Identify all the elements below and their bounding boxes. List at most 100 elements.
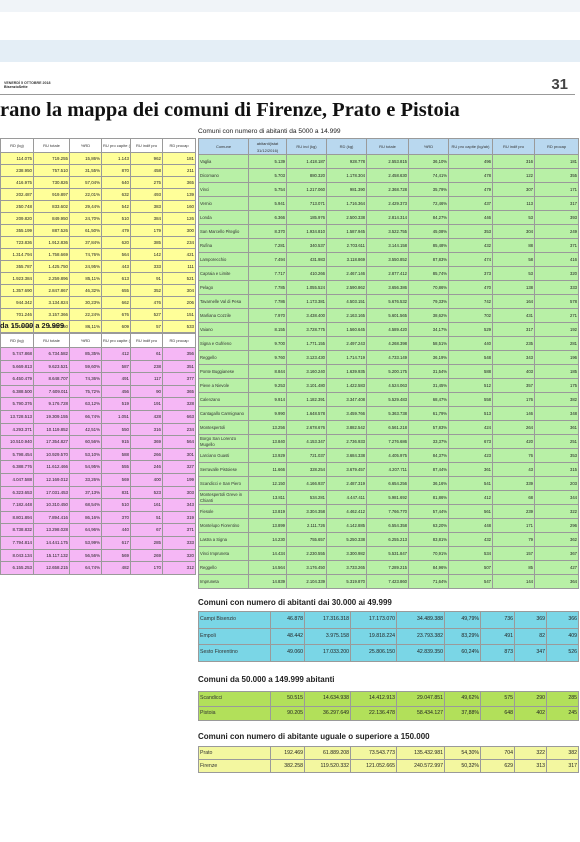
table-cell: 144 [492,574,535,589]
header-cell: RD (kg) [0,333,34,348]
table-cell: 423 [448,448,493,463]
header-cell: RU indif pro [130,333,163,348]
table-cell: 588 [101,447,131,462]
table-cell: 353 [448,224,493,239]
table-cell: 5.250.338 [326,532,367,547]
comune-name-cell: Calenzano [198,392,249,407]
table-cell: 85,11% [69,272,102,285]
table-cell: 285 [130,535,163,550]
table-cell: 5.319.870 [326,574,367,589]
table-cell: 79 [492,532,535,547]
table-cell: 46,32% [69,284,102,297]
table-cell: 31,54% [408,364,449,379]
table-cell: 385 [130,236,163,249]
table-row: Ponte Buggianese 8.844 3.160.240 1.639.935 5… [198,364,579,379]
table-cell: 523 [130,485,163,500]
table-cell: 7.766.770 [366,504,409,519]
table-cell: 507 [448,560,493,575]
table-cell: 519 [101,397,131,411]
table-cell: 1.912.836 [33,236,70,249]
table-cell: 61 [130,347,163,361]
table-cell: 2.814.314 [366,210,409,225]
table-cell: 491 [101,372,131,386]
table-cell: 238 [130,359,163,374]
table-cell: 365 [162,176,196,189]
table-cell: 17.033.200 [304,644,351,662]
table-cell: 3.123.430 [286,350,327,365]
table-cell: 3.160.240 [286,364,327,379]
table-cell: 555 [101,460,131,474]
table-row: 6.388.776 11.612.466 54,95% 555 246 327 [0,460,196,474]
table-row: 202.487 919.897 22,01% 632 493 139 [0,188,196,201]
table-cell: 1.639.935 [326,364,367,379]
table-cell: 673 [448,434,493,449]
table-cell: 6.450.479 [0,372,34,386]
table-cell: 4.405.975 [366,448,409,463]
table-cell: 12.150 [248,476,287,491]
header-cell: %RD [408,138,449,155]
table-cell: 1.990.350 [33,320,70,333]
table-cell: 42.839.350 [396,644,445,662]
table-cell: 632 [101,188,131,201]
table-cell: 1.314.794 [0,248,34,261]
table-cell: 491 [480,627,515,645]
table-cell: 85,74% [408,266,449,281]
table-row: Larciano Guasti 13.929 721.037 3.684.338 4.4… [198,448,579,463]
comune-name-cell: Firenze [198,759,271,773]
table-row: Pelago 7.785 1.055.524 2.590.862 3.656.386 70… [198,280,579,295]
table-cell: 412 [101,347,131,361]
table-cell: 702 [448,308,493,323]
comune-name-cell: Scandicci [198,691,271,707]
table-cell: 13.811 [248,490,287,505]
table-cell: 569 [101,472,131,487]
table-cell: 440 [101,523,131,537]
table-header-row: Comune abitanti(istat 31/12/2016) RU ind (… [198,138,579,155]
table-cell: 34.489.388 [396,611,445,629]
table-cell: 64,96% [69,523,102,537]
comune-name-cell: Ponte Buggianese [198,364,249,379]
comune-name-cell: Reggello [198,560,249,575]
table-cell: 1.055.524 [286,280,327,295]
table-cell: 312 [162,561,196,575]
table-cell: 83,29% [444,627,481,645]
comune-name-cell: Rufina [198,238,249,253]
comune-name-cell: Montespertoli Greve in Chianti [198,490,249,505]
comune-name-cell: Signa e Gufrieno [198,336,249,351]
table-row: 355.787 1.425.750 24,95% 443 333 111 [0,260,196,273]
table-row: Scandicci 50.515 14.634.938 14.412.913 29.04… [198,691,579,707]
table-cell: 402 [514,705,547,721]
table-cell: 873 [480,644,515,662]
table-cell: 4.047.588 [0,472,34,487]
table-row: Capraia e Limite 7.717 410.266 2.467.146 2.8… [198,266,579,281]
table-row: 10.510.940 17.354.827 60,56% 915 369 564 [0,435,196,449]
table-cell: 191 [130,397,163,411]
table-row: Marliana Cozzile 7.970 3.438.400 2.163.165 5… [198,308,579,323]
table-cell: 91 [130,272,163,285]
table-cell: 849.950 [33,212,70,225]
comune-name-cell: Dicomano [198,168,249,183]
table-cell: 11.666 [248,462,287,477]
comune-name-cell: Borgo San Lorenzo Mugello [198,434,249,449]
table-cell: 79,33% [408,294,449,309]
table-cell: 7.276.686 [366,434,409,449]
table-row: 6.155.253 12.658.215 64,74% 482 170 312 [0,561,196,575]
table-cell: 548 [448,350,493,365]
comune-name-cell: San Marcello Piteglio [198,224,249,239]
table-cell: 90.205 [270,705,305,721]
table-cell: 3.157.366 [33,308,70,321]
table-row: Calenzano 9.914 1.182.391 3.347.408 5.529.48… [198,392,579,407]
table-row: 4.293.371 10.119.852 42,51% 550 316 234 [0,422,196,437]
table-cell: 316 [492,154,535,169]
table-cell: 833.602 [33,200,70,213]
comune-name-cell: Pieve a Nievole [198,378,249,393]
table-cell: 59,60% [69,359,102,374]
table-cell: 320 [534,266,579,281]
table-cell: 1.923.384 [0,272,34,285]
table-cell: 117 [130,372,163,386]
table-cell: 620 [101,236,131,249]
table-cell: 275 [130,176,163,189]
table-cell: 5.747.868 [0,347,34,361]
table-cell: 14.230 [248,532,287,547]
table-cell: 640 [101,176,131,189]
